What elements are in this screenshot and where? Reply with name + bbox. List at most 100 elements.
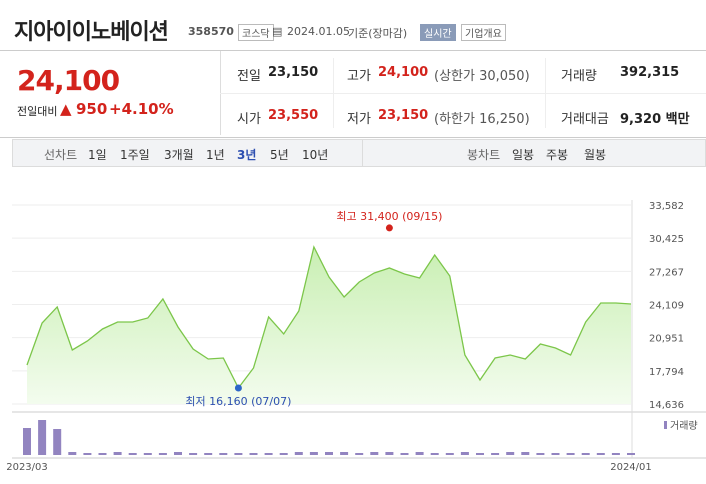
change-caption: 전일대비	[17, 105, 58, 118]
stat-value: 24,100	[378, 65, 429, 80]
stock-code: 358570	[188, 25, 234, 38]
volume-bar	[581, 453, 590, 455]
info-box	[0, 50, 706, 138]
y-tick-label: 33,582	[649, 201, 684, 212]
area-fill	[27, 246, 631, 404]
stat-label: 거래량	[561, 69, 597, 84]
volume-bar	[98, 453, 107, 455]
stat-label: 전일	[237, 69, 261, 84]
volume-bar	[445, 453, 454, 455]
volume-bar	[143, 453, 152, 455]
low-marker	[234, 384, 242, 392]
divider	[220, 93, 706, 94]
volume-bar	[113, 452, 122, 455]
stat-note: (하한가 16,250)	[434, 112, 530, 127]
volume-bar	[566, 453, 575, 455]
volume-bar	[174, 452, 182, 455]
legend-swatch	[664, 421, 667, 429]
change-arrow: ▲	[60, 100, 72, 118]
period-tab[interactable]: 1주일	[120, 148, 150, 162]
volume-bar	[158, 453, 167, 455]
volume-bar	[611, 453, 620, 455]
stat-label: 거래대금	[561, 112, 609, 127]
divider	[545, 58, 546, 128]
divider	[362, 140, 363, 166]
volume-bar	[521, 452, 530, 455]
current-price: 24,100	[17, 64, 120, 97]
period-tab[interactable]: 3년	[237, 148, 257, 162]
stat-value: 392,315	[620, 65, 680, 80]
date: 2024.01.05	[287, 25, 350, 38]
volume-bar	[415, 452, 424, 455]
low-label: 최저 16,160 (07/07)	[185, 395, 291, 408]
y-tick-label: 14,636	[649, 400, 684, 411]
volume-bar	[596, 453, 605, 455]
volume-bar	[68, 452, 77, 455]
y-tick-label: 24,109	[649, 301, 684, 312]
volume-bar	[370, 452, 379, 455]
volume-bar	[536, 453, 545, 455]
volume-bar	[400, 453, 409, 455]
volume-bar	[23, 428, 31, 455]
tab-label: 봉차트	[467, 148, 501, 162]
high-marker	[385, 224, 393, 232]
candle-tab[interactable]: 주봉	[546, 148, 569, 162]
change-amount: 950	[76, 100, 108, 118]
stat-label: 시가	[237, 112, 261, 127]
overview-button[interactable]: 기업개요	[461, 24, 506, 41]
period-tab[interactable]: 10년	[302, 148, 329, 162]
change-rate: +4.10%	[109, 100, 174, 118]
price-line	[26, 245, 632, 390]
volume-bar	[83, 453, 92, 455]
high-label: 최고 31,400 (09/15)	[336, 210, 442, 223]
volume-bar	[506, 452, 515, 455]
company-name: 지아이이노베이션	[14, 20, 169, 45]
divider	[333, 58, 334, 128]
volume-bar	[234, 453, 243, 455]
date-icon: ▤	[272, 25, 283, 38]
period-tab[interactable]: 1일	[88, 148, 107, 162]
stat-note: (상한가 30,050)	[434, 69, 530, 84]
x-tick-label: 2023/03	[6, 462, 48, 473]
volume-bar	[491, 453, 500, 455]
volume-bar	[460, 452, 469, 455]
stat-value: 9,320 백만	[620, 112, 690, 127]
y-tick-label: 30,425	[649, 234, 684, 245]
volume-bar	[38, 420, 47, 455]
candle-tab[interactable]: 월봉	[584, 148, 607, 162]
volume-bar	[551, 453, 560, 455]
tab-label: 선차트	[44, 148, 78, 162]
realtime-button[interactable]: 실시간	[420, 24, 456, 41]
period-tab[interactable]: 3개월	[164, 148, 194, 162]
volume-bar	[264, 453, 273, 455]
volume-bar	[219, 453, 228, 455]
volume-bar	[294, 452, 303, 455]
x-tick-label: 2024/01	[610, 462, 652, 473]
volume-bar	[128, 453, 137, 455]
period-tab[interactable]: 5년	[270, 148, 289, 162]
volume-bar	[340, 452, 349, 455]
market-badge: 코스닥	[238, 24, 274, 41]
volume-bar	[204, 453, 213, 455]
candle-tab[interactable]: 일봉	[512, 148, 535, 162]
volume-bar	[309, 452, 318, 455]
volume-bar	[476, 453, 484, 455]
stat-value: 23,150	[268, 65, 319, 80]
stat-value: 23,550	[268, 108, 319, 123]
legend-label: 거래량	[670, 420, 698, 432]
stat-value: 23,150	[378, 108, 429, 123]
stat-label: 고가	[347, 69, 371, 84]
volume-bar	[325, 452, 333, 455]
volume-bar	[430, 453, 439, 455]
y-tick-label: 17,794	[649, 367, 684, 378]
volume-bar	[627, 453, 635, 455]
volume-bar	[279, 453, 288, 455]
volume-bar	[249, 453, 258, 455]
volume-bar	[385, 452, 394, 455]
stat-label: 저가	[347, 112, 371, 127]
period-tab[interactable]: 1년	[206, 148, 225, 162]
y-tick-label: 27,267	[649, 267, 684, 278]
tab-bar	[12, 139, 706, 167]
